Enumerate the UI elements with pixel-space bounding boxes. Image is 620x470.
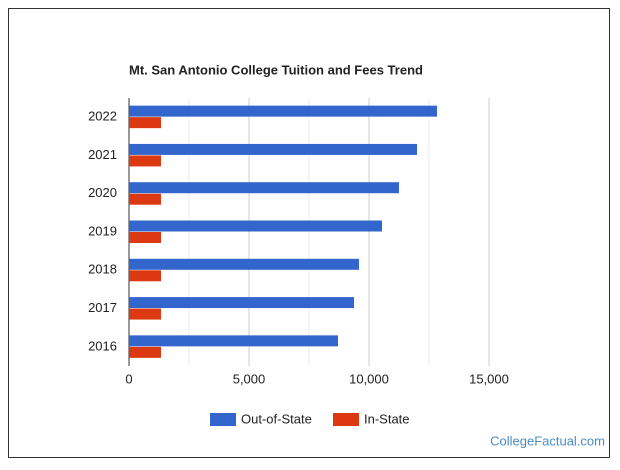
bar [129, 270, 161, 282]
y-tick-label: 2019 [88, 223, 117, 238]
x-tick-label: 5,000 [233, 371, 266, 386]
legend-label: Out-of-State [241, 411, 312, 426]
bar [129, 220, 383, 232]
legend-swatch [210, 413, 236, 426]
y-tick-label: 2022 [88, 109, 117, 124]
x-tick-label: 15,000 [469, 371, 509, 386]
bar [129, 155, 161, 167]
y-tick-label: 2020 [88, 185, 117, 200]
bar [129, 143, 417, 155]
y-tick-label: 2017 [88, 300, 117, 315]
x-tick-label: 0 [125, 371, 132, 386]
bar [129, 335, 338, 347]
chart-title: Mt. San Antonio College Tuition and Fees… [129, 62, 423, 77]
bar [129, 182, 399, 194]
y-tick-label: 2021 [88, 147, 117, 162]
bar [129, 346, 161, 358]
bar [129, 117, 161, 129]
x-tick-label: 10,000 [349, 371, 389, 386]
legend-label: In-State [364, 411, 410, 426]
bar [129, 297, 354, 309]
bar [129, 258, 359, 270]
bar [129, 105, 437, 117]
watermark: CollegeFactual.com [490, 433, 605, 448]
legend-swatch [333, 413, 359, 426]
y-tick-label: 2018 [88, 262, 117, 277]
y-tick-label: 2016 [88, 338, 117, 353]
bar [129, 193, 161, 205]
bar [129, 308, 161, 320]
bar [129, 232, 161, 243]
